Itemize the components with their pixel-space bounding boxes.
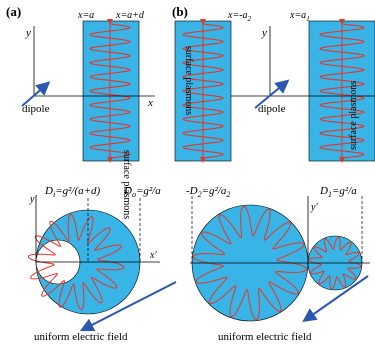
field-arrow-a xyxy=(79,281,177,332)
field-label-b: uniform electric field xyxy=(218,331,312,343)
dipole-label-a: dipole xyxy=(22,103,50,115)
panel-a-tag: (a) xyxy=(6,4,21,19)
x-a-plus-d-label: x=a+d xyxy=(115,10,145,21)
x-label-a: x xyxy=(147,97,153,109)
y-prime-label-a: y' xyxy=(29,194,37,205)
field-label-a: uniform electric field xyxy=(34,331,128,343)
dipole-arrow-b xyxy=(254,79,290,109)
x-prime-label-a: x' xyxy=(149,250,157,261)
dipole-arrow-a xyxy=(21,81,51,107)
metal-slab-a xyxy=(82,20,140,162)
y-label-b: y xyxy=(261,27,267,39)
d1-label: D1=g²/a xyxy=(319,185,357,199)
panel-b-top: (b) y dipole x=-a2 x=a1 surface plasmons… xyxy=(172,4,375,163)
dipole-label-b: dipole xyxy=(258,103,286,115)
d2-label: -D2=g²/a2 xyxy=(186,185,230,199)
plasmon-label-b-right: surface plasmons xyxy=(348,81,359,150)
panel-b-tag: (b) xyxy=(172,4,188,19)
panel-a-bottom: y' x' Di=g²/(a+d) Do=g²/a uniform electr… xyxy=(27,185,177,343)
di-label: Di=g²/(a+d) xyxy=(44,185,101,199)
panel-b-bottom: y' -D2=g²/a2 D1=g²/a uniform electric fi… xyxy=(186,185,370,343)
do-label: Do=g²/a xyxy=(123,185,161,199)
plasmon-wave-b-left xyxy=(182,23,224,159)
plasmon-label-b-left: surface plasmons xyxy=(183,46,194,115)
y-label-a: y xyxy=(25,27,31,39)
x-neg-a2-label: x=-a2 xyxy=(227,10,252,23)
y-prime-label-b: y' xyxy=(310,202,318,213)
plasmon-wave-b-right xyxy=(319,23,365,159)
plasmon-wave-a xyxy=(89,23,131,159)
plasmon-label-a: surface plasmons xyxy=(121,150,132,219)
x-a1-label: x=a1 xyxy=(289,10,310,23)
x-a-label: x=a xyxy=(77,10,94,21)
field-arrow-b xyxy=(302,275,369,323)
panel-a-top: (a) y x dipole x=a x=a+d surface plasmon… xyxy=(6,4,155,219)
